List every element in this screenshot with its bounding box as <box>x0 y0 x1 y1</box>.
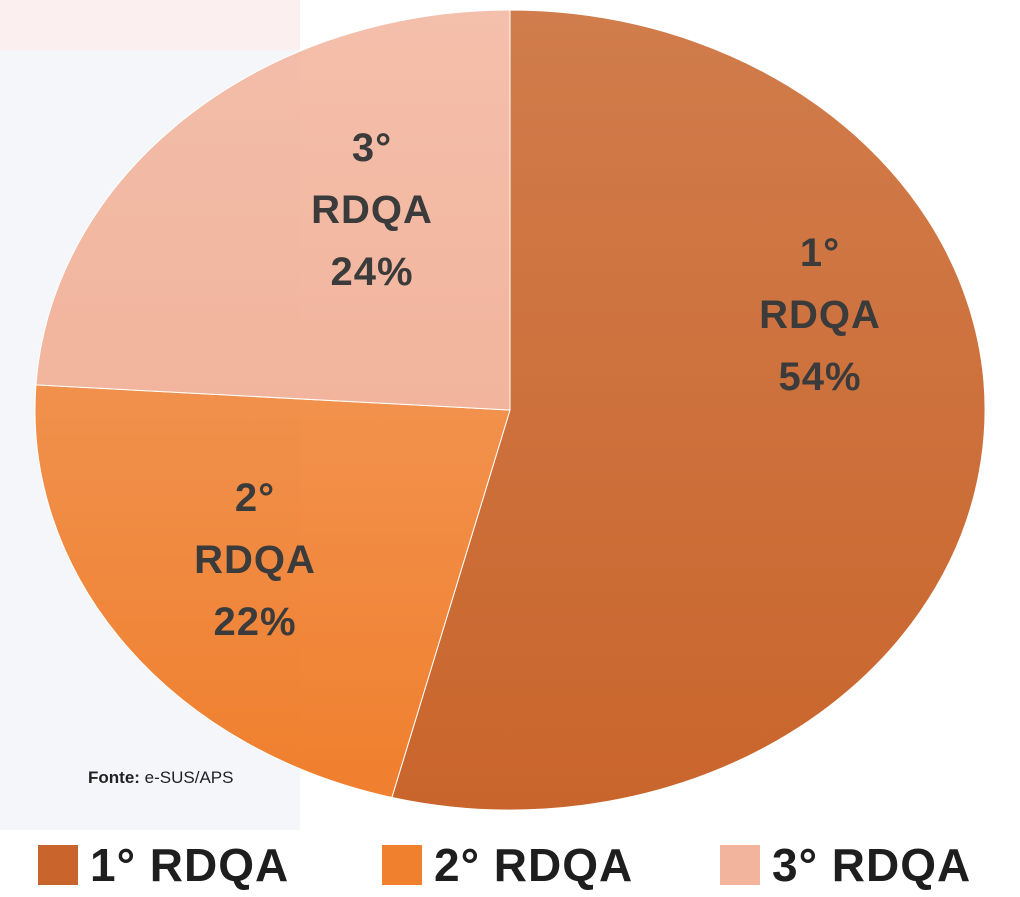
legend-item: 2° RDQA <box>382 835 633 895</box>
slice-category: 3° RDQA <box>311 126 433 232</box>
slice-label: 2° RDQA 22% <box>155 467 355 653</box>
pie-slice <box>391 9 986 811</box>
legend-swatch <box>382 845 422 885</box>
legend-swatch <box>720 845 760 885</box>
slice-value: 24% <box>330 250 414 294</box>
pie-slice <box>34 384 511 799</box>
legend-text: 2° RDQA <box>434 839 634 891</box>
slice-value: 54% <box>778 355 862 399</box>
slice-label: 1° RDQA 54% <box>720 222 920 408</box>
legend-item: 1° RDQA <box>38 835 289 895</box>
source-note: Fonte: e-SUS/APS <box>88 768 233 788</box>
background-band <box>0 0 300 50</box>
legend-text: 1° RDQA <box>90 839 290 891</box>
legend-item: 3° RDQA <box>720 835 971 895</box>
slice-category: 1° RDQA <box>759 231 881 337</box>
legend-swatch <box>38 845 78 885</box>
legend: 1° RDQA 2° RDQA 3° RDQA <box>0 835 1020 895</box>
source-text: e-SUS/APS <box>144 768 234 787</box>
slice-category: 2° RDQA <box>194 476 316 582</box>
legend-text: 3° RDQA <box>772 839 972 891</box>
source-label: Fonte: <box>88 768 140 787</box>
pie-slice <box>35 9 511 411</box>
slice-value: 22% <box>213 600 297 644</box>
chart <box>0 0 986 830</box>
slice-label: 3° RDQA 24% <box>272 117 472 303</box>
